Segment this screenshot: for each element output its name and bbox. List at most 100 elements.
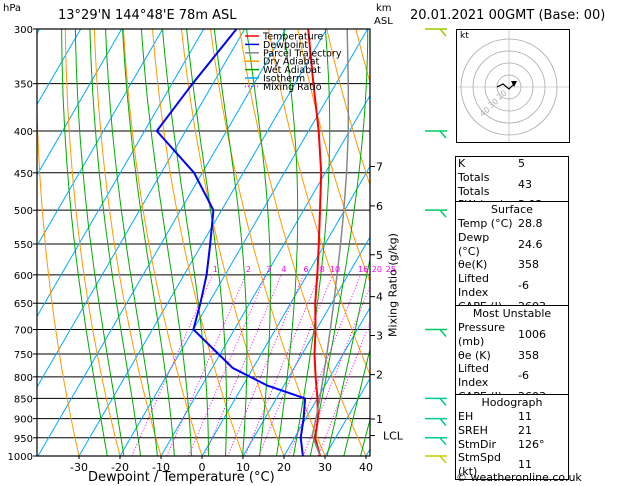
temperature-tick-label: -20: [111, 461, 129, 474]
dewpoint-line: [155, 29, 307, 456]
hodograph-param-row: SREH 21: [456, 424, 568, 438]
pressure-tick-label: 950: [14, 434, 33, 445]
legend-label: Temperature: [262, 32, 323, 43]
dry-adiabat-line: [93, 29, 162, 456]
pressure-tick-label: 550: [14, 240, 33, 251]
wet-adiabat-line: [122, 29, 175, 456]
most-unstable-label: Pressure (mb): [458, 321, 505, 348]
pressure-tick-label: 400: [14, 127, 33, 138]
most-unstable-value: 358: [518, 348, 539, 362]
location-label: 13°29'N 144°48'E 78m ASL: [58, 8, 237, 23]
isotherm-line: [37, 29, 246, 389]
copyright: © weatheronline.co.uk: [456, 471, 582, 484]
hpa-label: hPa: [3, 3, 22, 14]
most-unstable-row: Pressure (mb) 1006: [456, 321, 568, 349]
wet-adiabat-line: [246, 29, 271, 456]
isotherm-line: [201, 165, 370, 456]
wet-adiabat-line: [61, 29, 108, 456]
dry-adiabat-line: [268, 29, 370, 376]
mixing-ratio-line: [204, 274, 282, 456]
surface-label: Lifted Index: [458, 272, 489, 299]
hodograph-param-row: StmSpd (kt) 11: [456, 451, 568, 479]
hodograph-ring-label: 20: [495, 88, 509, 101]
wind-barb-flag: [439, 397, 447, 406]
mixing-ratio-label: 20: [372, 265, 382, 274]
mixing-ratio-label: 3: [266, 265, 271, 274]
isotherm-line: [119, 29, 369, 456]
km-tick-label: 1: [376, 413, 383, 426]
parcel-trajectory-line: [311, 29, 350, 456]
dry-adiabat-line: [122, 29, 203, 456]
hodograph-table: Hodograph EH 11 SREH 21 StmDir 126° StmSpd (kt…: [455, 394, 569, 480]
isotherm-line: [37, 29, 205, 318]
most-unstable-title: Most Unstable: [472, 307, 552, 320]
km-tick-label: 3: [376, 330, 383, 343]
surface-title: Surface: [491, 203, 533, 216]
pressure-tick-label: 350: [14, 80, 33, 91]
wet-adiabat-line: [213, 29, 248, 456]
temperature-tick-label: -10: [152, 461, 170, 474]
temperature-tick-label: 40: [359, 461, 373, 474]
y-axis-title-right: Mixing Ratio (g/kg): [386, 233, 400, 337]
most-unstable-label: θe (K): [458, 348, 491, 362]
pressure-tick-label: 750: [14, 350, 33, 361]
km-tick-label: 4: [376, 291, 383, 304]
dry-adiabat-line: [326, 29, 370, 187]
km-tick-label: 2: [376, 369, 383, 382]
hodograph-unit: kt: [460, 31, 469, 41]
surface-value: 28.8: [518, 217, 543, 230]
mixing-ratio-label: 8: [320, 265, 325, 274]
wind-barb-flag: [439, 130, 447, 139]
wet-adiabat-line: [276, 29, 299, 456]
storm-motion-marker: [511, 81, 517, 87]
mixing-ratio-label: 25: [386, 265, 396, 274]
mixing-ratio-label: 4: [281, 265, 286, 274]
x-axis-title: Dewpoint / Temperature (°C): [88, 470, 275, 485]
surface-row: Temp (°C) 28.8: [456, 217, 568, 231]
mixing-ratio-label: 1: [213, 265, 218, 274]
pressure-tick-label: 600: [14, 271, 33, 282]
hodograph-trace: [496, 83, 514, 90]
isotherm-line: [37, 29, 123, 177]
km-label: km: [376, 3, 392, 14]
isotherm-line: [37, 29, 82, 106]
surface-value: -6: [518, 279, 529, 293]
datetime-label: 20.01.2021 00GMT (Base: 00): [410, 8, 606, 23]
dry-adiabat-line: [606, 5, 629, 474]
hodograph-param-value: 126°: [518, 437, 545, 451]
hodograph-param-label: SREH: [458, 423, 488, 437]
hodograph-table-title: Hodograph: [481, 396, 543, 409]
hodograph-param-label: EH: [458, 410, 474, 423]
wet-adiabat-line: [140, 29, 192, 456]
isotherm-line: [324, 377, 370, 456]
most-unstable-row: θe (K) 358: [456, 349, 568, 363]
index-label: Totals Totals: [458, 170, 490, 198]
wind-barb-flag: [439, 329, 447, 337]
surface-row: θe(K) 358: [456, 258, 568, 272]
most-unstable-value: -6: [518, 369, 529, 383]
wind-barb-flag: [439, 437, 447, 446]
hodograph-param-row: EH 11: [456, 410, 568, 424]
plot-frame: [36, 28, 371, 457]
km-tick-label: 5: [376, 249, 383, 262]
dry-adiabat-line: [297, 29, 370, 284]
temperature-tick-label: 20: [277, 461, 291, 474]
legend-label: Dry Adiabat: [263, 57, 320, 68]
km-tick-label: 7: [376, 160, 383, 173]
legend-label: Parcel Trajectory: [263, 48, 342, 59]
wet-adiabat-line: [161, 29, 209, 456]
mixing-ratio-line: [302, 284, 370, 456]
surface-row: Dewp (°C) 24.6: [456, 231, 568, 259]
legend-label: Wet Adiabat: [263, 65, 321, 76]
wet-adiabat-line: [89, 29, 142, 456]
wind-barb-flag: [439, 418, 447, 427]
surface-label: Temp (°C): [458, 217, 513, 230]
wet-adiabat-line: [343, 347, 370, 456]
wet-adiabat-line: [292, 29, 331, 456]
pressure-tick-label: 650: [14, 299, 33, 310]
index-value: 43: [518, 177, 532, 191]
wind-barb-flag: [439, 209, 447, 218]
pressure-tick-label: 1000: [8, 452, 33, 463]
mixing-ratio-label: 16: [358, 265, 368, 274]
